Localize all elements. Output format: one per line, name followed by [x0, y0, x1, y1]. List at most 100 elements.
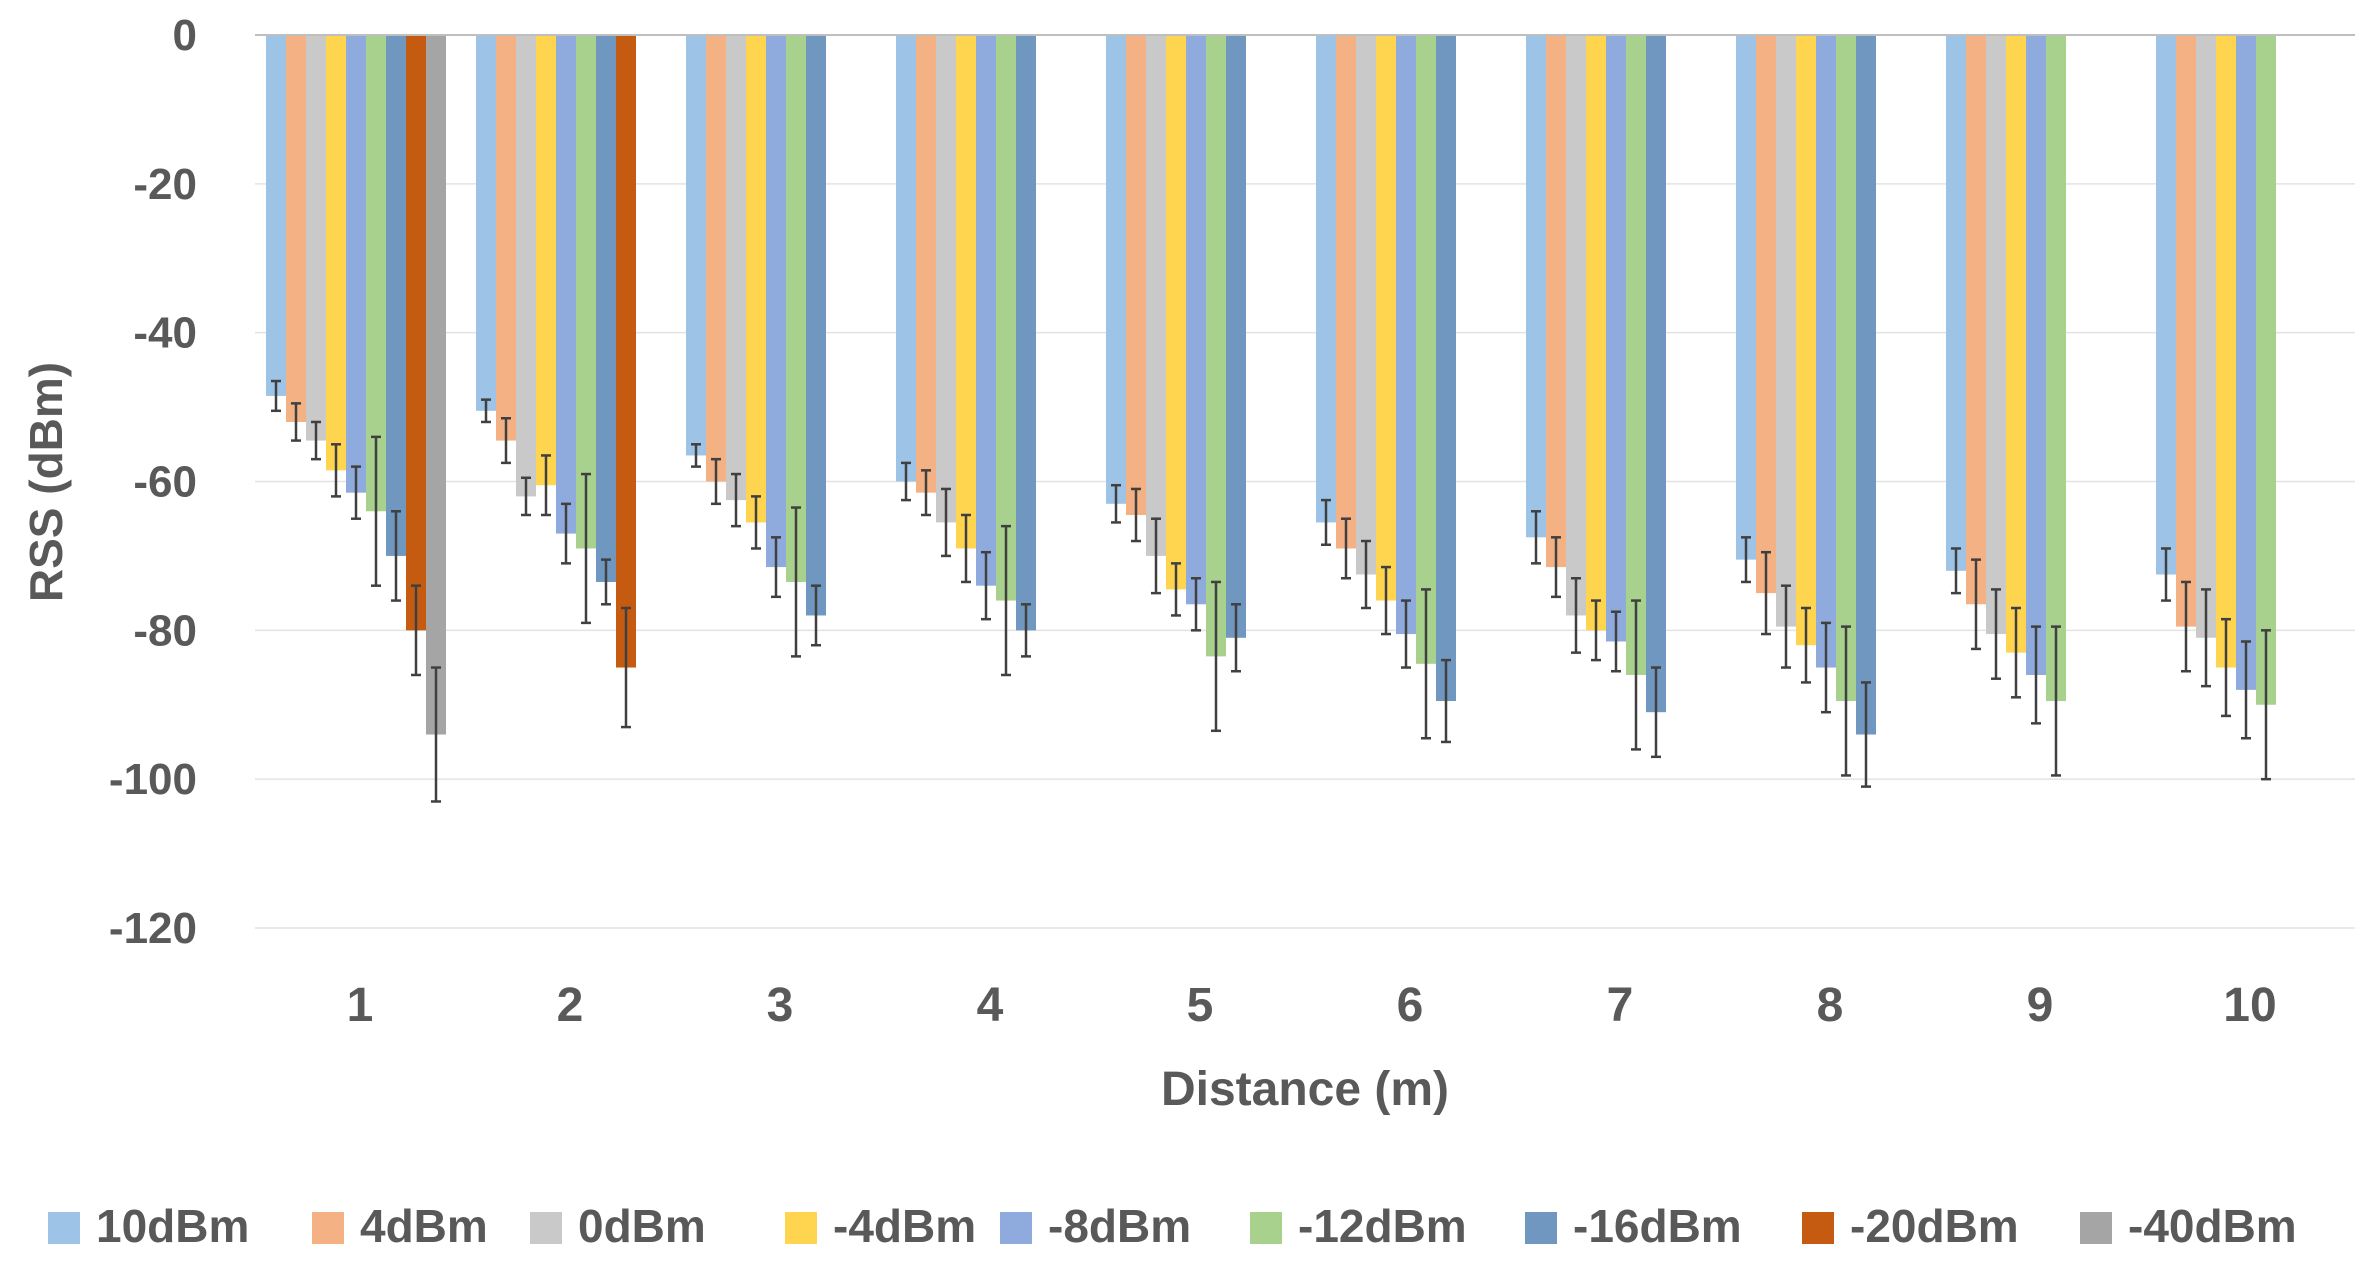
error-bar: [1801, 606, 1811, 684]
legend-label: -12dBm: [1298, 1200, 1467, 1252]
bar: [766, 35, 786, 568]
error-bar: [331, 443, 341, 498]
bar: [1126, 35, 1146, 515]
legend-item: -20dBm: [1802, 1200, 2019, 1252]
error-bar: [581, 472, 591, 625]
bar: [916, 35, 936, 493]
error-bar: [1191, 576, 1201, 632]
bar: [686, 35, 706, 456]
error-bar: [771, 536, 781, 599]
error-bar: [1361, 539, 1371, 610]
bar: [616, 35, 636, 668]
error-bar: [691, 443, 701, 468]
error-bar: [1021, 603, 1031, 658]
legend-label: -20dBm: [1850, 1200, 2019, 1252]
x-tick-label: 9: [2027, 979, 2054, 1032]
bar: [896, 35, 916, 482]
bar: [306, 35, 326, 441]
error-bar: [2181, 580, 2191, 673]
legend-item: -16dBm: [1525, 1200, 1742, 1252]
y-tick-label: 0: [173, 11, 197, 60]
error-bar: [1571, 576, 1581, 654]
legend-label: -16dBm: [1573, 1200, 1742, 1252]
error-bar: [1591, 599, 1601, 662]
error-bar: [1421, 588, 1431, 740]
error-bar: [1971, 558, 1981, 651]
error-bar: [541, 454, 551, 517]
bar: [496, 35, 516, 441]
x-tick-label: 4: [977, 979, 1004, 1032]
bar: [1376, 35, 1396, 601]
error-bar: [1441, 658, 1451, 744]
error-bar: [1001, 524, 1011, 677]
x-tick-label: 8: [1817, 979, 1844, 1032]
error-bar: [731, 472, 741, 528]
error-bar: [1151, 517, 1161, 595]
error-bar: [621, 606, 631, 729]
legend: 10dBm 4dBm 0dBm -4dBm -8dBm -12dBm -16dBm -20dB…: [48, 1200, 2297, 1252]
bar: [1356, 35, 1376, 575]
legend-label: 0dBm: [578, 1200, 706, 1252]
error-bar: [2011, 606, 2021, 699]
legend-swatch: [1802, 1212, 1834, 1244]
error-bar: [561, 502, 571, 565]
error-bar: [1781, 584, 1791, 669]
error-bar: [1341, 517, 1351, 580]
bar: [2156, 35, 2176, 575]
legend-swatch: [530, 1212, 562, 1244]
bar: [386, 35, 406, 556]
legend-swatch: [1250, 1212, 1282, 1244]
y-tick-label: -100: [109, 755, 197, 804]
bar: [2216, 35, 2236, 668]
error-bar: [1651, 666, 1661, 759]
bar: [286, 35, 306, 422]
error-bar: [961, 513, 971, 584]
error-bar: [1211, 580, 1221, 733]
bar: [2256, 35, 2276, 705]
bar: [2046, 35, 2066, 702]
bar: [976, 35, 996, 586]
bar: [786, 35, 806, 582]
bar: [706, 35, 726, 482]
bar: [1626, 35, 1646, 675]
legend-item: -4dBm: [785, 1200, 976, 1252]
bar: [1146, 35, 1166, 556]
x-tick-label: 1: [347, 979, 374, 1032]
y-tick-label: -120: [109, 904, 197, 953]
error-bar: [1991, 588, 2001, 680]
x-tick-label: 10: [2223, 979, 2276, 1032]
error-bar: [371, 435, 381, 587]
bar: [406, 35, 426, 631]
bar: [746, 35, 766, 523]
bar: [1526, 35, 1546, 538]
error-bar: [1401, 599, 1411, 669]
bar: [516, 35, 536, 497]
bar: [326, 35, 346, 471]
error-bar: [2201, 588, 2211, 688]
error-bar: [391, 510, 401, 602]
error-bar: [1551, 536, 1561, 599]
bar: [366, 35, 386, 512]
error-bar: [1531, 510, 1541, 565]
legend-swatch: [2080, 1212, 2112, 1244]
error-bar: [351, 465, 361, 520]
bar: [346, 35, 366, 493]
error-bars: [271, 379, 2271, 803]
y-axis-label: RSS (dBm): [20, 362, 72, 602]
error-bar: [481, 398, 491, 424]
x-tick-label: 3: [767, 979, 794, 1032]
error-bar: [1231, 603, 1241, 673]
bar: [1836, 35, 1856, 702]
error-bar: [2221, 617, 2231, 718]
bar: [1106, 35, 1126, 504]
bar: [1776, 35, 1796, 627]
legend-item: 10dBm: [48, 1200, 249, 1252]
error-bar: [2261, 629, 2271, 781]
error-bar: [271, 379, 281, 413]
error-bar: [1741, 536, 1751, 584]
error-bar: [1381, 565, 1391, 636]
bar: [1646, 35, 1666, 713]
bar: [1226, 35, 1246, 638]
error-bar: [941, 487, 951, 558]
